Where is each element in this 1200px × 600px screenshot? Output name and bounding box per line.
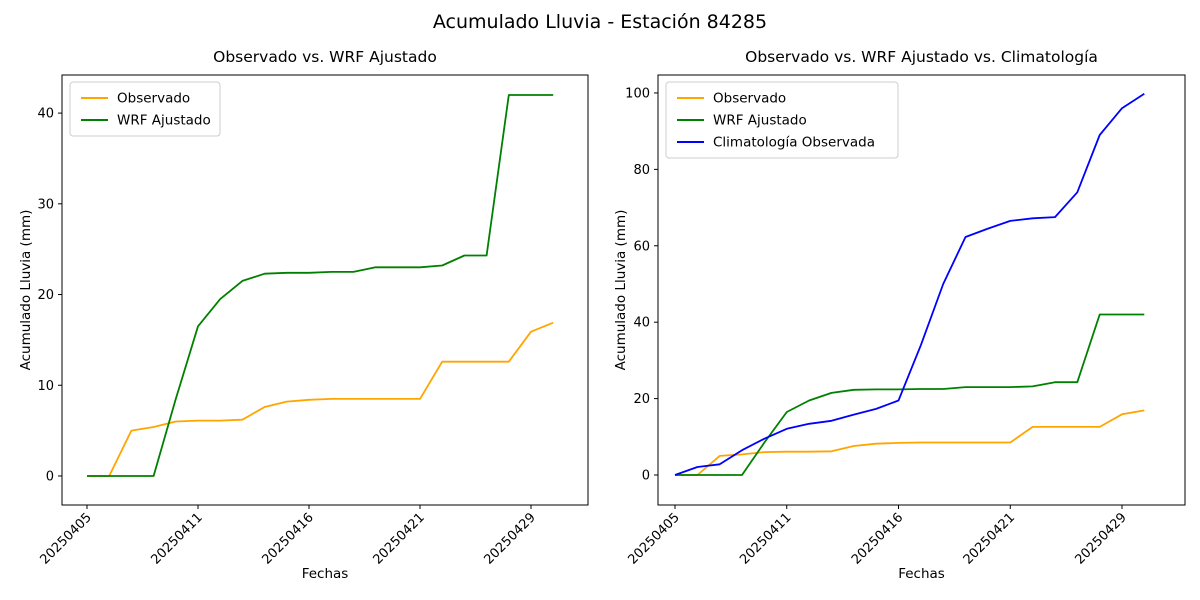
line-wrf-ajustado bbox=[87, 94, 554, 477]
x-tick-label: 20250405 bbox=[625, 510, 682, 567]
legend-label-observado: Observado bbox=[713, 91, 786, 107]
y-tick-label: 80 bbox=[633, 163, 650, 178]
line-observado bbox=[87, 321, 554, 477]
plot-frame bbox=[61, 74, 589, 506]
y-tick-label: 0 bbox=[642, 469, 650, 484]
legend-label-wrf-ajustado: WRF Ajustado bbox=[713, 113, 807, 129]
y-tick-label: 60 bbox=[633, 239, 650, 254]
y-tick-label: 100 bbox=[625, 86, 650, 101]
x-tick-label: 20250429 bbox=[481, 510, 538, 567]
plot-frame bbox=[657, 74, 1186, 506]
y-tick-label: 10 bbox=[37, 379, 54, 394]
x-tick-label: 20250421 bbox=[370, 510, 427, 567]
right-plot-title: Observado vs. WRF Ajustado vs. Climatolo… bbox=[745, 48, 1098, 66]
x-tick-label: 20250411 bbox=[737, 510, 794, 567]
axes-right: 0 20 40 60 80 100 20250405 20250411 20250416 2025… bbox=[625, 74, 1186, 568]
right-x-axis-label: Fechas bbox=[898, 566, 945, 582]
figure-suptitle: Acumulado Lluvia - Estación 84285 bbox=[432, 11, 768, 33]
x-tick-label: 20250429 bbox=[1072, 510, 1129, 567]
left-x-axis-label: Fechas bbox=[301, 566, 349, 582]
axes-left: 0 10 20 30 40 20250405 20250411 20250416 2025042… bbox=[37, 74, 589, 568]
y-tick-label: 30 bbox=[37, 197, 54, 212]
line-climatolog-a-observada bbox=[674, 92, 1145, 476]
legend-box bbox=[665, 81, 899, 159]
x-tick-label: 20250405 bbox=[37, 510, 94, 567]
y-tick-label: 0 bbox=[46, 469, 54, 484]
x-tick-label: 20250411 bbox=[148, 510, 205, 567]
line-wrf-ajustado bbox=[675, 313, 1145, 476]
y-tick-label: 40 bbox=[37, 107, 54, 122]
legend: Observado WRF Ajustado Climatología Observ… bbox=[665, 81, 899, 159]
y-tick-label: 40 bbox=[633, 316, 650, 331]
legend-label-climatolog-a-observada: Climatología Observada bbox=[713, 135, 875, 151]
left-plot-title: Observado vs. WRF Ajustado bbox=[213, 48, 437, 66]
y-tick-label: 20 bbox=[37, 288, 54, 303]
x-tick-label: 20250416 bbox=[259, 510, 316, 567]
y-tick-label: 20 bbox=[633, 392, 650, 407]
legend-box bbox=[69, 81, 221, 137]
x-tick-label: 20250421 bbox=[961, 510, 1018, 567]
legend: Observado WRF Ajustado bbox=[69, 81, 221, 137]
x-tick-label: 20250416 bbox=[849, 510, 906, 567]
line-observado bbox=[675, 409, 1145, 476]
legend-label-wrf-ajustado: WRF Ajustado bbox=[117, 113, 211, 129]
legend-label-observado: Observado bbox=[117, 91, 190, 107]
